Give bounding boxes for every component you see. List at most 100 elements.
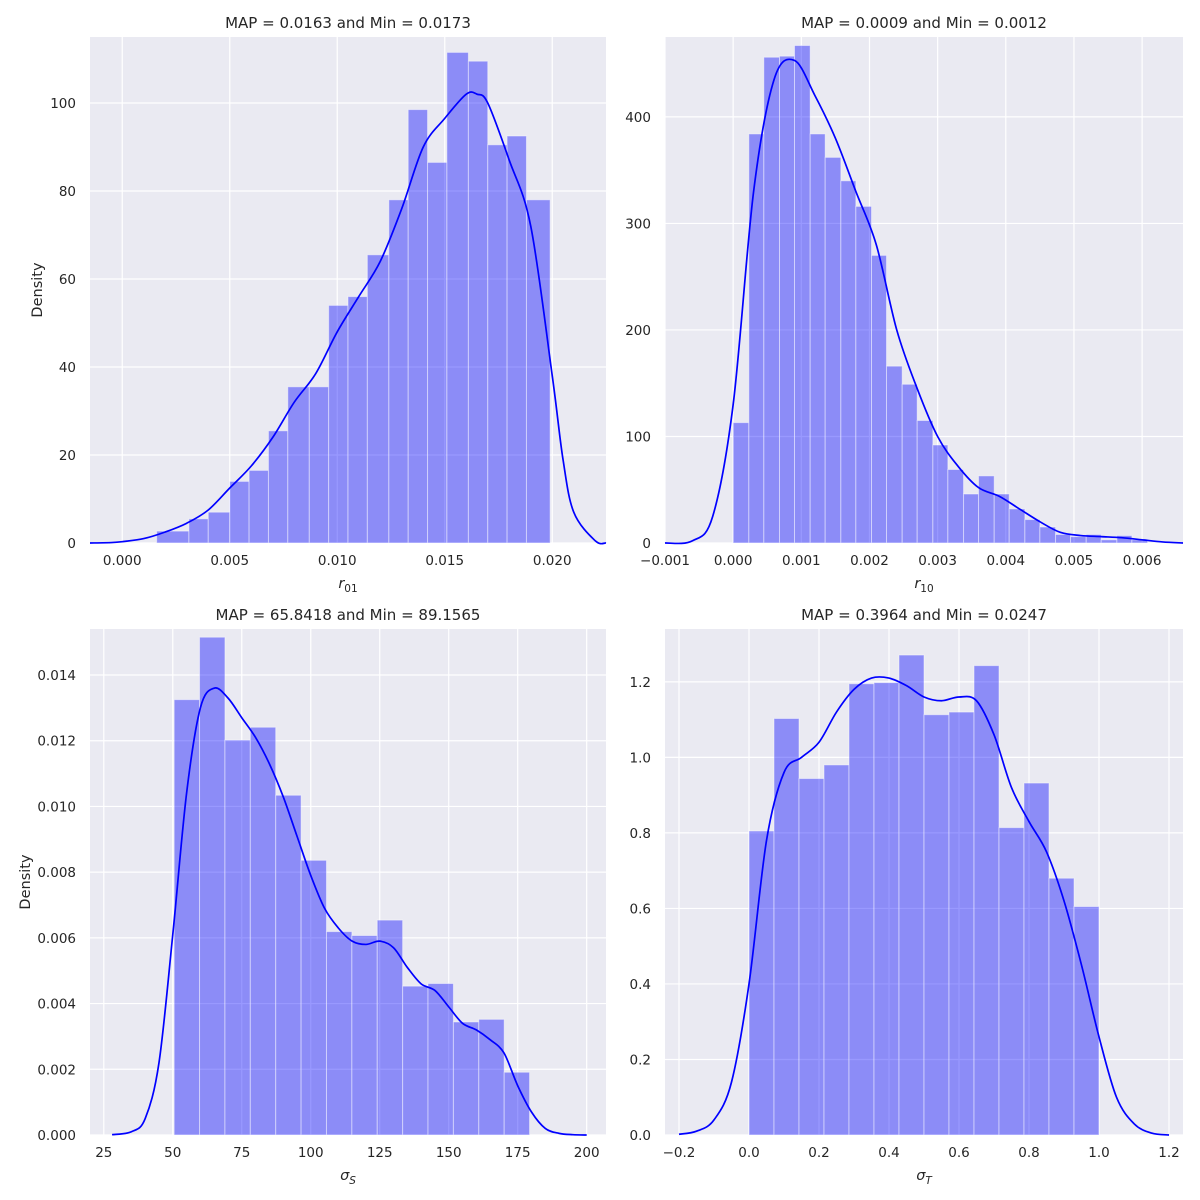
y-tick-label: 1.0 <box>630 750 651 766</box>
x-tick-label: −0.001 <box>640 553 690 569</box>
histogram-bar <box>275 794 302 1136</box>
histogram-bar <box>840 180 857 544</box>
histogram-bar <box>963 493 980 544</box>
histogram-bar <box>898 654 925 1136</box>
histogram-bar <box>1100 539 1118 544</box>
plot-background <box>665 37 1183 543</box>
x-axis-label-base: r <box>914 576 921 592</box>
x-tick-label: 0.015 <box>425 553 464 569</box>
histogram-bar <box>188 518 209 544</box>
x-tick-label: 100 <box>298 1145 324 1161</box>
histogram-bar <box>873 682 900 1136</box>
subplot-title: MAP = 65.8418 and Min = 89.1565 <box>216 606 481 624</box>
subplot-title: MAP = 0.0163 and Min = 0.0173 <box>225 14 471 32</box>
y-tick-label: 200 <box>625 323 651 339</box>
x-axis-label-subscript: 01 <box>344 583 357 595</box>
histogram-bar <box>525 199 551 544</box>
histogram-bar <box>478 1018 505 1136</box>
histogram-bar <box>773 717 800 1136</box>
subplot-title: MAP = 0.0009 and Min = 0.0012 <box>801 14 1047 32</box>
histogram-bar <box>248 469 269 544</box>
histogram-bar <box>848 683 875 1136</box>
x-tick-label: 0.000 <box>103 553 142 569</box>
y-tick-label: 400 <box>625 110 651 126</box>
x-axis-label-subscript: S <box>349 1175 356 1187</box>
subplot-1: 0.000 0.005 0.010 0.015 0.020 0 20 40 60 80 100 MAP… <box>30 14 607 595</box>
y-tick-label: 0 <box>67 536 76 552</box>
histogram-bar <box>506 135 527 544</box>
histogram-bar <box>763 56 781 544</box>
plot-background <box>665 629 1183 1135</box>
histogram-bar <box>249 726 277 1136</box>
histogram-bar <box>809 133 826 544</box>
histogram-bar <box>1085 533 1102 544</box>
histogram-bar <box>199 636 226 1136</box>
plot-background <box>90 629 606 1135</box>
y-tick-label: 80 <box>59 184 76 200</box>
x-axis-label-base: r <box>338 576 345 592</box>
y-axis-label: Density <box>30 262 46 318</box>
x-axis-label: σS <box>340 1168 356 1187</box>
x-tick-label: 25 <box>95 1145 112 1161</box>
x-tick-label: 0.020 <box>533 553 572 569</box>
histogram-bar <box>1023 782 1050 1136</box>
histogram-bar <box>229 480 250 544</box>
histogram-bar <box>267 430 289 544</box>
y-tick-label: 0.4 <box>630 977 651 993</box>
histogram-bar <box>224 739 251 1136</box>
y-tick-label: 0.010 <box>37 799 76 815</box>
kde-curve <box>678 676 1170 1136</box>
histogram-bar <box>932 444 949 544</box>
y-tick-label: 100 <box>50 96 76 112</box>
y-tick-label: 0.002 <box>37 1062 76 1078</box>
histogram-bar <box>824 156 842 544</box>
histogram-bar <box>366 254 390 544</box>
histogram-bar <box>748 133 765 544</box>
x-tick-label: 0.002 <box>850 553 889 569</box>
x-axis-label-base: σ <box>340 1168 350 1184</box>
y-tick-label: 100 <box>625 429 651 445</box>
histogram-bar <box>427 161 448 544</box>
histogram-bar <box>487 144 508 544</box>
x-tick-label: 0.2 <box>808 1145 829 1161</box>
histogram-bar <box>1024 519 1041 544</box>
x-tick-label: 0.0 <box>738 1145 759 1161</box>
x-tick-label: 1.0 <box>1088 1145 1109 1161</box>
y-tick-label: 0.012 <box>37 734 76 750</box>
x-axis-label-base: σ <box>916 1168 926 1184</box>
y-tick-label: 0.014 <box>37 668 76 684</box>
histogram-bar <box>901 383 918 544</box>
y-tick-label: 0 <box>642 536 651 552</box>
y-tick-label: 40 <box>59 360 76 376</box>
histogram-bar <box>779 55 795 544</box>
x-tick-label: 0.003 <box>918 553 957 569</box>
histogram-bar <box>207 511 231 544</box>
x-tick-label: 0.6 <box>948 1145 969 1161</box>
y-axis-label: Density <box>18 854 34 910</box>
x-axis-label-subscript: 10 <box>920 583 933 595</box>
plot-background <box>90 37 606 543</box>
x-axis-label: σT <box>916 1168 933 1187</box>
x-axis-label: r01 <box>338 576 357 595</box>
y-tick-label: 60 <box>59 272 76 288</box>
x-tick-label: 125 <box>367 1145 393 1161</box>
histogram-bar <box>287 386 310 544</box>
y-tick-label: 300 <box>625 216 651 232</box>
histogram-bar <box>993 493 1010 544</box>
x-tick-label: 0.005 <box>1055 553 1094 569</box>
histogram-bar <box>948 711 975 1136</box>
y-tick-label: 0.006 <box>37 931 76 947</box>
histogram-bar <box>998 827 1025 1136</box>
x-tick-label: 175 <box>505 1145 531 1161</box>
subplot-4: −0.2 0.0 0.2 0.4 0.6 0.8 1.0 1.2 0.0 0.2 0.4 0.6 0.8… <box>630 606 1183 1187</box>
x-tick-label: 50 <box>164 1145 181 1161</box>
x-tick-label: 0.006 <box>1123 553 1162 569</box>
x-tick-label: 150 <box>436 1145 462 1161</box>
x-tick-label: 0.010 <box>318 553 357 569</box>
histogram-bar <box>947 468 965 544</box>
x-tick-label: 0.8 <box>1018 1145 1039 1161</box>
x-tick-label: 200 <box>574 1145 600 1161</box>
kde-curve <box>111 687 587 1136</box>
